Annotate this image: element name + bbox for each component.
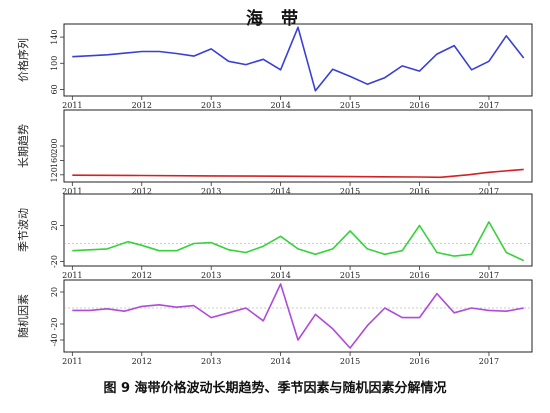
y-tick-label: 100	[50, 56, 59, 71]
x-tick-label: 2017	[479, 357, 499, 366]
series-line	[72, 283, 524, 349]
y-tick-label: -40	[50, 334, 59, 347]
y-axis-label: 季节波动	[17, 208, 30, 252]
x-tick-label: 2014	[270, 357, 290, 366]
x-tick-label: 2014	[270, 271, 290, 280]
y-axis-label: 价格序列	[16, 38, 30, 82]
chart-panel-4: 2011 2012 2013 2014 2015 2016 2017 -40 -20 20 随机因素	[16, 279, 533, 366]
y-tick-label: -20	[50, 318, 59, 331]
x-tick-label: 2011	[62, 357, 82, 366]
series-line	[72, 26, 525, 92]
y-tick-label: 140	[50, 29, 59, 44]
x-tick-label: 2013	[201, 101, 221, 110]
x-tick-label: 2015	[340, 187, 360, 196]
panel-frame	[63, 109, 533, 183]
y-axis-label: 长期趋势	[17, 124, 30, 168]
y-tick-label: -20	[50, 255, 59, 268]
y-tick-label: 200	[50, 138, 59, 153]
y-tick-label: 120	[50, 167, 59, 182]
panel-frame	[63, 279, 533, 353]
x-tick-label: 2016	[409, 101, 429, 110]
series-line	[72, 221, 525, 262]
panel-frame	[63, 193, 533, 267]
panel-frame	[63, 23, 533, 97]
y-tick-label: 60	[50, 84, 59, 94]
x-tick-label: 2015	[340, 357, 360, 366]
chart-panel-1: 2011 2012 2013 2014 2015 2016 2017 60 100 140 价格序列	[16, 23, 533, 110]
x-tick-label: 2012	[132, 357, 152, 366]
x-tick-label: 2015	[340, 101, 360, 110]
y-axis-label: 随机因素	[16, 294, 30, 338]
y-tick-label: 160	[50, 153, 59, 168]
figure-caption: 图 9 海带价格波动长期趋势、季节因素与随机因素分解情况	[103, 381, 447, 396]
x-tick-label: 2017	[479, 101, 499, 110]
x-tick-label: 2012	[132, 101, 152, 110]
x-tick-label: 2015	[340, 271, 360, 280]
series-line	[72, 168, 524, 179]
x-tick-label: 2013	[201, 271, 221, 280]
x-tick-label: 2016	[409, 357, 429, 366]
y-tick-label: 20	[50, 287, 59, 297]
x-tick-label: 2016	[409, 187, 429, 196]
x-tick-label: 2011	[62, 187, 82, 196]
y-tick-label: 20	[50, 220, 59, 230]
x-tick-label: 2014	[270, 187, 290, 196]
x-tick-label: 2012	[132, 187, 152, 196]
x-tick-label: 2013	[201, 357, 221, 366]
x-tick-label: 2012	[132, 271, 152, 280]
x-tick-label: 2016	[409, 271, 429, 280]
x-tick-label: 2014	[270, 101, 290, 110]
chart-panel-3: 2011 2012 2013 2014 2015 2016 2017 -20 20 季节波动	[17, 193, 533, 280]
x-tick-label: 2011	[62, 101, 82, 110]
x-tick-label: 2017	[479, 271, 499, 280]
x-tick-label: 2011	[62, 271, 82, 280]
x-tick-label: 2017	[479, 187, 499, 196]
x-tick-label: 2013	[201, 187, 221, 196]
